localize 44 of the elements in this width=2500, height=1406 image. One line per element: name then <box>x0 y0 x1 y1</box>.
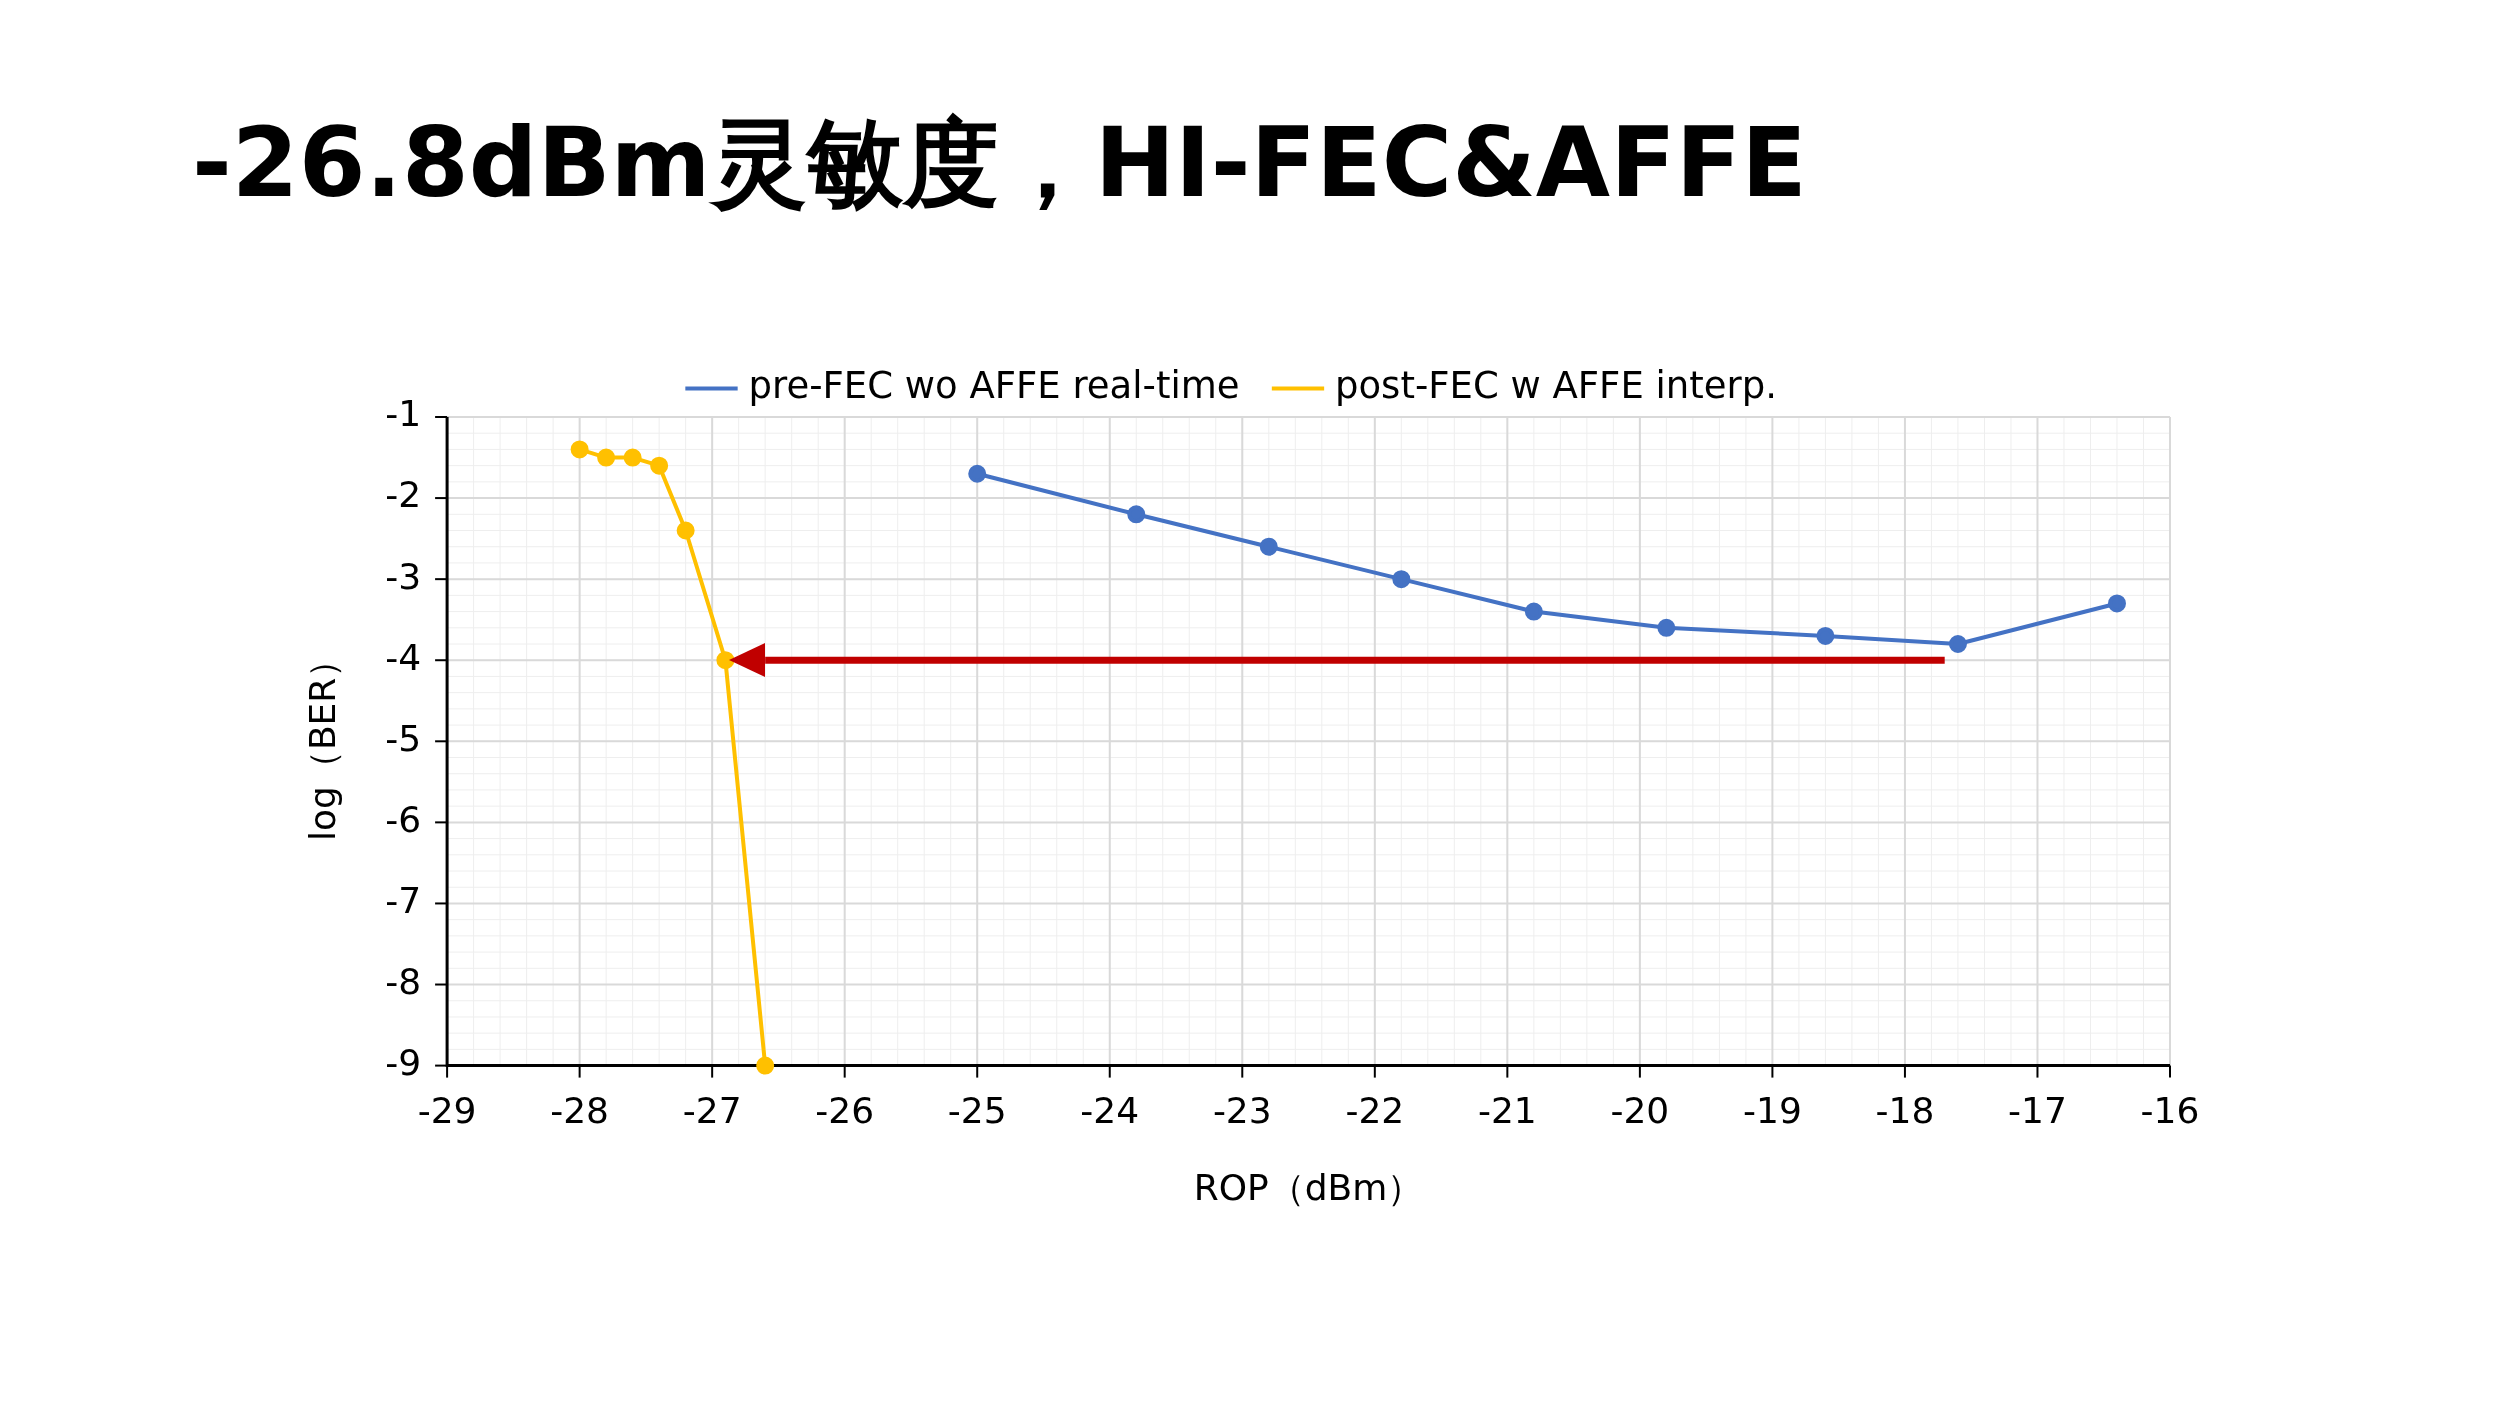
y-tick-label: -9 <box>385 1041 422 1083</box>
y-tick-label: -4 <box>385 636 422 678</box>
y-tick-label: -2 <box>385 474 422 516</box>
y-tick-label: -3 <box>385 555 422 597</box>
x-tick-label: -26 <box>815 1089 875 1131</box>
y-tick-label: -5 <box>385 717 422 759</box>
point <box>1127 505 1146 524</box>
x-tick-label: -20 <box>1610 1089 1670 1131</box>
x-tick-label: -25 <box>947 1089 1007 1131</box>
point <box>716 651 735 670</box>
x-tick-label: -18 <box>1875 1089 1935 1131</box>
y-tick-label: -1 <box>385 393 422 435</box>
y-tick-label: -6 <box>385 798 422 840</box>
chart-title: -26.8dBm灵敏度，HI-FEC&AFFE <box>192 106 1807 221</box>
x-tick-label: -19 <box>1743 1089 1802 1131</box>
point <box>1259 537 1278 556</box>
x-tick-label: -27 <box>682 1089 742 1131</box>
point <box>623 448 642 467</box>
point <box>968 464 987 483</box>
point <box>597 448 616 467</box>
x-tick-label: -28 <box>550 1089 610 1131</box>
x-tick-label: -16 <box>2140 1089 2200 1131</box>
point <box>1816 626 1835 645</box>
x-tick-label: -23 <box>1212 1089 1272 1131</box>
point <box>1948 635 1967 654</box>
x-tick-label: -29 <box>417 1089 477 1131</box>
legend-label: post-FEC w AFFE interp. <box>1334 364 1777 408</box>
y-axis-title: log（BER） <box>301 641 343 841</box>
x-tick-label: -24 <box>1080 1089 1140 1131</box>
point <box>650 456 669 475</box>
point <box>1657 618 1676 637</box>
x-tick-label: -17 <box>2008 1089 2067 1131</box>
x-axis-title: ROP（dBm） <box>1193 1166 1424 1208</box>
x-tick-label: -21 <box>1477 1089 1537 1131</box>
point <box>1524 602 1543 621</box>
point <box>756 1056 775 1075</box>
point <box>676 521 695 540</box>
y-tick-label: -8 <box>385 960 422 1002</box>
point <box>2107 594 2126 613</box>
legend-label: pre-FEC wo AFFE real-time <box>748 364 1240 408</box>
point <box>570 440 589 459</box>
y-tick-label: -7 <box>385 879 422 921</box>
x-tick-label: -22 <box>1345 1089 1405 1131</box>
point <box>1392 570 1411 589</box>
